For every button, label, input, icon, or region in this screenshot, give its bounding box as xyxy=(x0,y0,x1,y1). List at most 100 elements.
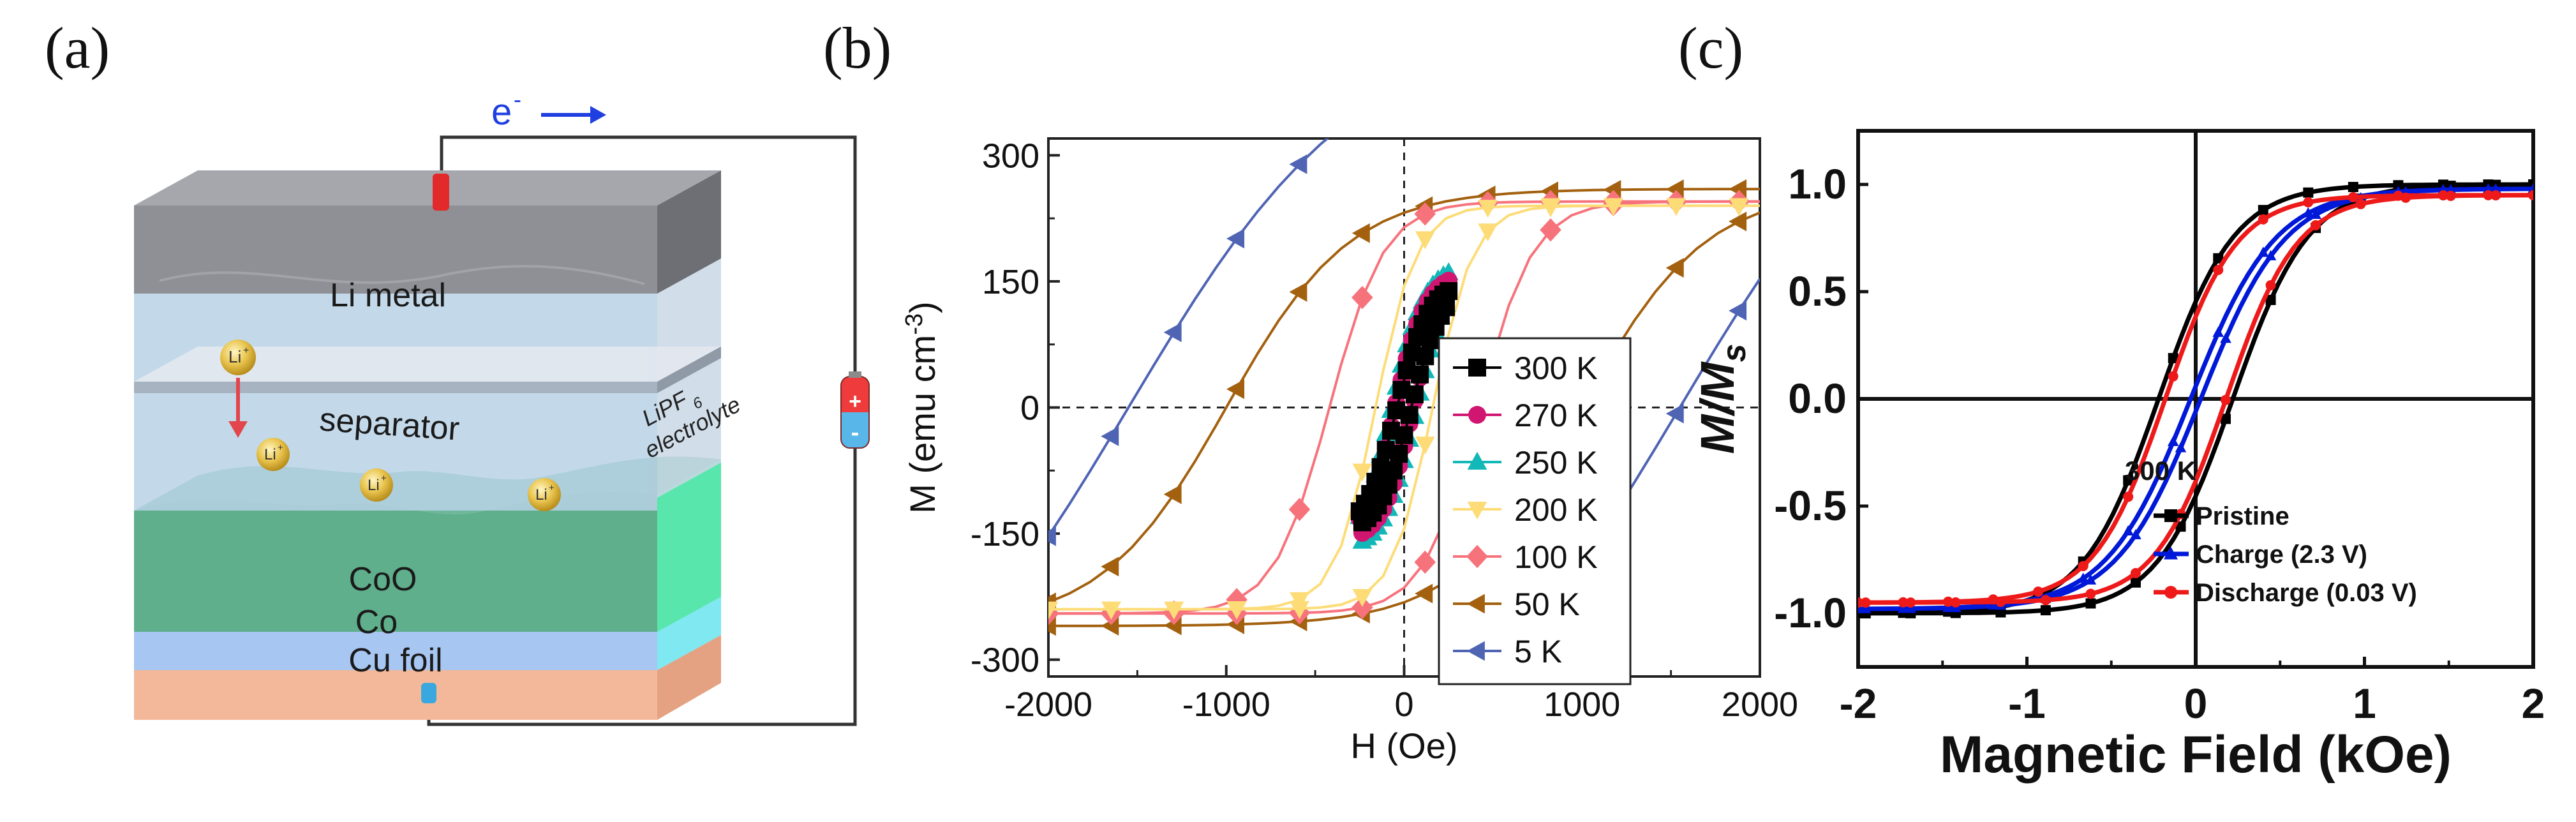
svg-text:Li: Li xyxy=(264,446,276,463)
chart-b-ytick-label: 300 xyxy=(982,137,1039,175)
data-point xyxy=(2311,220,2321,230)
data-point xyxy=(1415,708,1433,728)
data-point xyxy=(2483,190,2494,200)
cu-foil-label: Cu foil xyxy=(348,642,442,679)
chart-c-xlabel: Magnetic Field (kOe) xyxy=(1940,726,2452,784)
data-point xyxy=(1353,513,1371,532)
legend-label: 100 K xyxy=(1514,539,1598,575)
data-point xyxy=(1950,597,1961,608)
data-point xyxy=(1415,66,1433,86)
data-point xyxy=(2302,207,2314,218)
data-point xyxy=(1038,781,1056,801)
data-point xyxy=(2130,577,2141,588)
panel-c-magnetization-chart: (c) -2 -1 0 1 2 -1.0 -0.5 0.0 0.5 1.0 Magnetic Fie… xyxy=(1672,0,2576,822)
data-point xyxy=(1478,200,1498,218)
data-point xyxy=(1478,44,1496,64)
chart-c-ytick-label: 0.5 xyxy=(1788,267,1847,315)
data-point xyxy=(1729,198,1749,216)
panel-a-label: (a) xyxy=(45,15,110,80)
data-point xyxy=(1440,282,1458,301)
legend-label: 5 K xyxy=(1514,634,1562,669)
data-point xyxy=(2168,371,2178,382)
data-point xyxy=(1352,101,1370,121)
chart-c-xtick-label: -1 xyxy=(2008,680,2046,727)
chart-c-ytick-label: -1.0 xyxy=(1774,589,1847,636)
separator-sheet xyxy=(134,347,721,393)
data-point xyxy=(2258,246,2269,257)
bottom-terminal xyxy=(421,683,436,703)
coo-label: CoO xyxy=(349,561,417,598)
legend-label: Pristine xyxy=(2196,502,2289,530)
svg-text:Li: Li xyxy=(368,477,380,494)
data-point xyxy=(2221,414,2231,424)
svg-text:-: - xyxy=(514,86,521,112)
legend-swatch-marker xyxy=(1468,406,1486,424)
chart-b-ytick-label: -150 xyxy=(971,515,1039,553)
data-point xyxy=(1226,601,1247,620)
legend-swatch-marker xyxy=(1466,594,1485,614)
legend-label: 200 K xyxy=(1514,492,1598,528)
data-point xyxy=(1395,426,1413,444)
data-point xyxy=(1352,589,1373,608)
legend-swatch-marker xyxy=(1466,544,1488,569)
data-point xyxy=(1101,601,1121,620)
data-point xyxy=(2482,183,2494,194)
chart-c-ylabel: M/Ms xyxy=(1691,344,1753,454)
legend-label: Charge (2.3 V) xyxy=(2196,541,2367,569)
data-point xyxy=(1415,437,1435,455)
data-point xyxy=(1478,223,1498,242)
data-point xyxy=(2085,574,2097,585)
chart-c-ytick-label: 1.0 xyxy=(1788,160,1847,207)
curve-branch-lower xyxy=(1048,204,1760,611)
chart-b-xtick-label: -2000 xyxy=(1004,685,1092,724)
series-discharge xyxy=(1858,190,2533,608)
chart-b-ylabel: M (emu cm-3) xyxy=(901,301,942,513)
data-point xyxy=(1101,557,1119,577)
panel-c-label: (c) xyxy=(1678,15,1744,80)
li-ion-migration-arrow xyxy=(228,378,248,438)
top-terminal xyxy=(433,174,449,211)
data-point xyxy=(1858,602,1864,613)
data-point xyxy=(1101,779,1119,798)
data-point xyxy=(1289,282,1307,302)
data-point xyxy=(2490,190,2501,201)
data-point xyxy=(1603,22,1621,42)
legend-label: Discharge (0.03 V) xyxy=(2196,579,2417,607)
battery-schematic: + - e - Li metal separator LiPF 6 electr… xyxy=(134,86,870,726)
data-point xyxy=(2220,333,2231,343)
data-point xyxy=(2310,209,2321,220)
chart-c-xtick-label: 2 xyxy=(2522,680,2545,727)
chart-c-xtick-label: 1 xyxy=(2353,680,2376,727)
data-point xyxy=(2401,192,2411,203)
data-point xyxy=(1405,385,1424,403)
data-point xyxy=(1729,301,1747,321)
svg-text:Li: Li xyxy=(535,486,547,504)
svg-text:+: + xyxy=(278,442,283,453)
electron-flow-label: e - xyxy=(491,86,606,133)
chart-c-xtick-label: 0 xyxy=(2184,680,2208,727)
data-point xyxy=(1540,31,1558,50)
legend-box xyxy=(1438,337,1632,685)
svg-text:-: - xyxy=(851,419,860,446)
data-point xyxy=(2077,572,2089,583)
data-point xyxy=(1416,347,1434,366)
data-point xyxy=(2265,280,2276,290)
legend-label: 300 K xyxy=(1514,350,1598,386)
data-point xyxy=(2303,187,2314,198)
legend-label: 270 K xyxy=(1514,398,1598,433)
legend-swatch-marker xyxy=(1466,641,1485,661)
legend-label: 50 K xyxy=(1514,587,1580,622)
data-point xyxy=(1226,768,1244,788)
legend-swatch-marker xyxy=(2164,546,2178,560)
li-ion: Li + xyxy=(360,468,393,502)
data-point xyxy=(1540,199,1561,218)
legend-swatch-marker xyxy=(1467,451,1487,470)
data-point xyxy=(1415,231,1435,250)
data-point xyxy=(1351,223,1370,243)
data-point xyxy=(1665,403,1684,424)
data-point xyxy=(1400,406,1418,424)
data-point xyxy=(2123,475,2134,486)
svg-text:e: e xyxy=(491,91,512,133)
li-metal-layer xyxy=(134,170,721,294)
